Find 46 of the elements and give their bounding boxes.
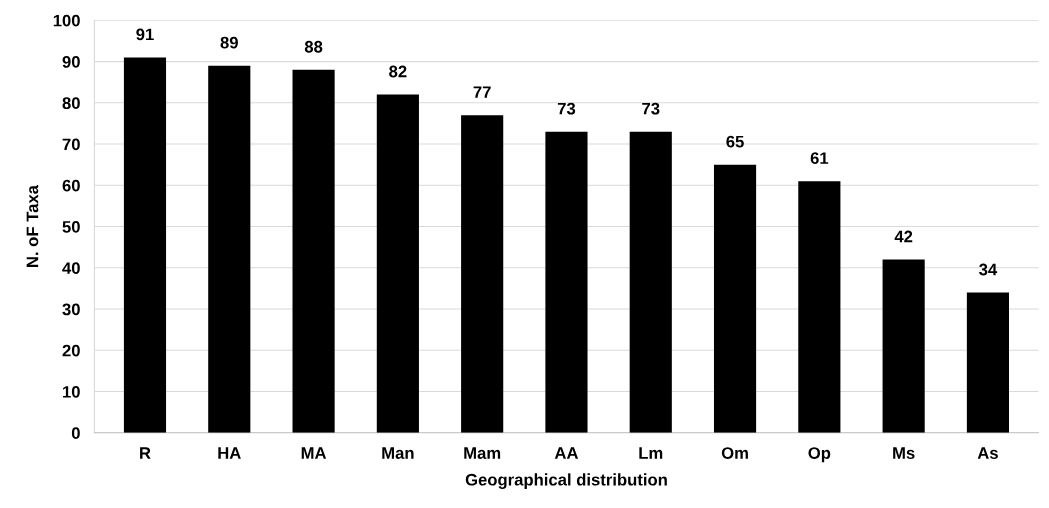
data-label: 82	[389, 65, 407, 78]
bar	[123, 57, 167, 433]
bar	[376, 94, 419, 433]
x-tick-label: Man	[382, 447, 414, 459]
bar	[798, 181, 841, 433]
data-label: 34	[979, 263, 998, 276]
x-tick-label: R	[140, 447, 151, 459]
y-axis-title: N. oF Taxa	[26, 184, 39, 267]
data-label: 91	[136, 28, 154, 41]
x-tick-label: Ms	[893, 447, 915, 459]
y-tick-label: 10	[63, 385, 80, 398]
x-tick-label: As	[977, 447, 998, 459]
bar	[292, 69, 335, 433]
data-label: 61	[810, 152, 829, 165]
y-tick-label: 30	[62, 303, 80, 316]
y-tick-label: 70	[62, 138, 80, 151]
y-tick-label: 20	[62, 344, 80, 357]
x-axis-title: Geographical distribution	[465, 473, 667, 489]
data-label: 42	[894, 230, 913, 243]
x-tick-label: Mam	[464, 447, 501, 459]
bar	[882, 259, 925, 433]
y-tick-label: 80	[62, 97, 80, 110]
bar	[545, 131, 588, 433]
bar	[461, 115, 504, 433]
y-tick-label: 0	[71, 427, 80, 440]
x-tick-label: Lm	[639, 447, 663, 459]
x-tick-label: MA	[301, 447, 327, 459]
data-label: 73	[642, 102, 660, 115]
data-label: 65	[726, 135, 744, 148]
data-label: 73	[557, 102, 576, 115]
data-label: 89	[220, 36, 238, 49]
y-tick-label: 60	[62, 179, 80, 192]
bar	[713, 164, 757, 433]
data-label: 88	[304, 40, 323, 53]
y-tick-label: 50	[62, 220, 80, 233]
bar	[966, 292, 1010, 433]
data-label: 77	[473, 86, 491, 98]
y-tick-label: 40	[62, 262, 80, 275]
bar	[208, 65, 251, 433]
x-tick-label: Om	[721, 447, 748, 459]
y-tick-label: 100	[53, 14, 80, 27]
bar	[629, 131, 672, 433]
y-tick-label: 90	[62, 55, 80, 68]
x-tick-label: AA	[554, 447, 579, 459]
x-tick-label: HA	[218, 447, 241, 459]
x-tick-label: Op	[808, 447, 831, 463]
